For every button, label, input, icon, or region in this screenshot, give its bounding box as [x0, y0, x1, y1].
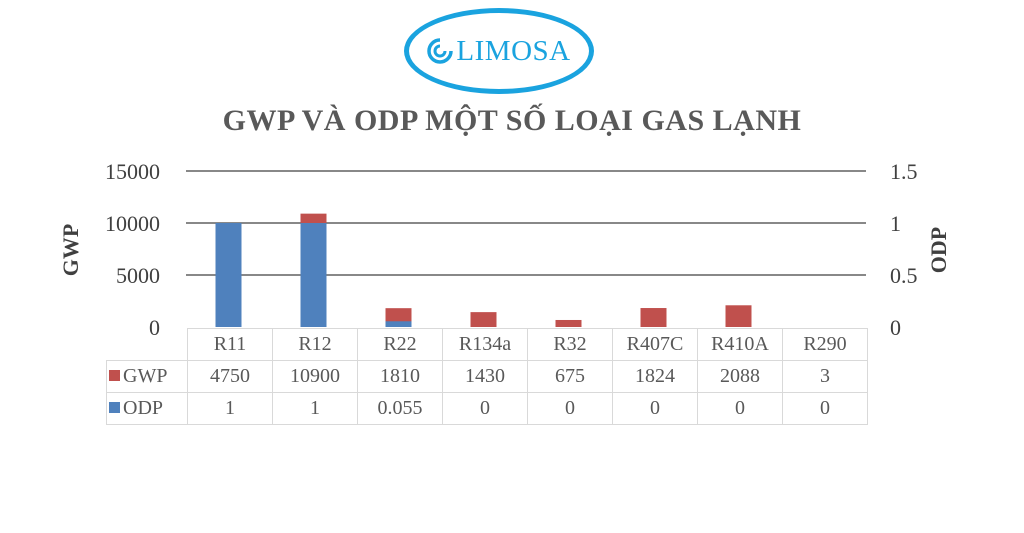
gwp-bar — [555, 319, 582, 327]
value-cell: 0.055 — [357, 392, 443, 425]
value-cell: 1810 — [357, 360, 443, 393]
y2-tick-label: 0.5 — [890, 263, 918, 288]
y-tick-label: 15000 — [105, 159, 160, 184]
value-cell: 1 — [272, 392, 358, 425]
logo-brand-text: LIMOSA — [456, 34, 571, 67]
gwp-bar — [470, 312, 497, 327]
odp-bar — [215, 223, 242, 327]
odp-row: ODP 1 1 0.055 0 0 0 0 0 — [106, 392, 868, 425]
value-cell: 1 — [187, 392, 273, 425]
category-cell: R12 — [272, 328, 358, 361]
value-cell: 2088 — [697, 360, 783, 393]
gwp-row: GWP 4750 10900 1810 1430 675 1824 2088 3 — [106, 360, 868, 393]
y-axis-title: GWP — [58, 224, 83, 277]
value-cell: 0 — [612, 392, 698, 425]
value-cell: 0 — [782, 392, 868, 425]
gwp-legend-swatch — [109, 370, 120, 381]
category-cell: R407C — [612, 328, 698, 361]
category-cell: R11 — [187, 328, 273, 361]
limosa-logo: LIMOSA — [404, 8, 594, 94]
odp-legend-swatch — [109, 402, 120, 413]
category-cell: R32 — [527, 328, 613, 361]
odp-legend-label: ODP — [123, 397, 164, 419]
category-cell: R134a — [442, 328, 528, 361]
bars — [215, 213, 752, 327]
value-cell: 675 — [527, 360, 613, 393]
category-cell: R290 — [782, 328, 868, 361]
value-cell: 1430 — [442, 360, 528, 393]
odp-bar — [385, 321, 412, 327]
data-table: R11 R12 R22 R134a R32 R407C R410A R290 G… — [106, 328, 868, 425]
odp-bar — [300, 223, 327, 327]
category-cell: R410A — [697, 328, 783, 361]
y-tick-label: 10000 — [105, 211, 160, 236]
y2-axis-title: ODP — [926, 227, 951, 273]
gwp-bar — [725, 305, 752, 327]
value-cell: 4750 — [187, 360, 273, 393]
value-cell: 0 — [527, 392, 613, 425]
swirl-icon — [427, 38, 454, 64]
value-cell: 0 — [442, 392, 528, 425]
y2-axis-ticks: 1.5 1 0.5 0 — [890, 159, 918, 340]
y2-tick-label: 1.5 — [890, 159, 918, 184]
y-tick-label: 0 — [149, 315, 160, 340]
y-tick-label: 5000 — [116, 263, 160, 288]
gridlines — [186, 170, 866, 276]
chart-title: GWP VÀ ODP MỘT SỐ LOẠI GAS LẠNH — [222, 104, 802, 137]
value-cell: 10900 — [272, 360, 358, 393]
value-cell: 0 — [697, 392, 783, 425]
y2-tick-label: 1 — [890, 211, 901, 236]
y2-tick-label: 0 — [890, 315, 901, 340]
y-axis-ticks: 15000 10000 5000 0 — [105, 159, 160, 340]
category-cell: R22 — [357, 328, 443, 361]
gwp-bar — [640, 308, 667, 327]
value-cell: 1824 — [612, 360, 698, 393]
value-cell: 3 — [782, 360, 868, 393]
gwp-legend-label: GWP — [123, 365, 168, 387]
category-row: R11 R12 R22 R134a R32 R407C R410A R290 — [106, 328, 868, 361]
